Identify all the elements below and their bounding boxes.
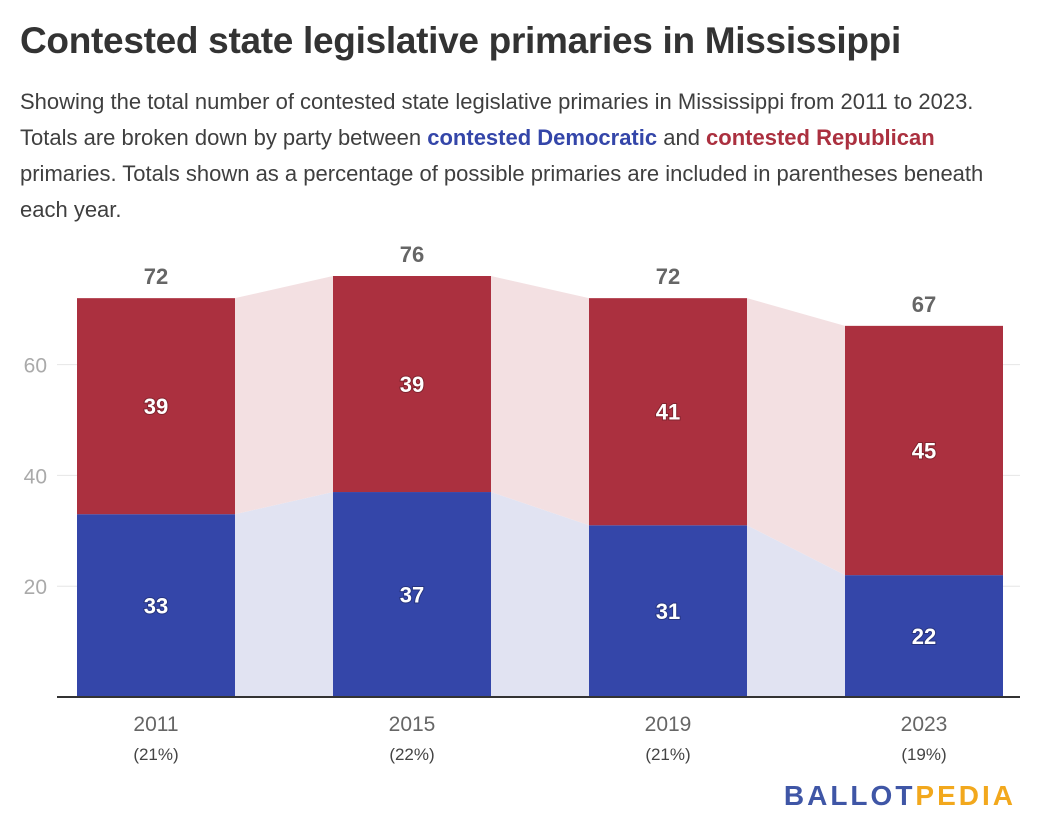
chart-title: Contested state legislative primaries in… [20, 20, 901, 61]
democratic-data-label: 33 [144, 594, 168, 619]
y-tick-label: 20 [24, 576, 47, 599]
subtitle-text-3: primaries. Totals shown as a percentage … [20, 161, 984, 222]
democratic-bar [589, 525, 747, 697]
ballotpedia-logo: BALLOTPEDIA [784, 780, 1016, 812]
republican-data-label: 45 [912, 438, 936, 463]
republican-connector-band [491, 276, 589, 526]
republican-data-label: 39 [400, 372, 424, 397]
y-tick-label: 60 [24, 355, 47, 378]
democratic-bar [333, 492, 491, 697]
democratic-data-label: 22 [912, 624, 936, 649]
chart-subtitle: Showing the total number of contested st… [20, 84, 1020, 228]
democratic-connector-band [491, 492, 589, 697]
x-tick-label: 2023 [901, 713, 948, 736]
republican-bar [589, 298, 747, 526]
x-tick-label: 2019 [645, 713, 692, 736]
label-layer: 33 39 72 2011 (21%) 37 39 76 2015 (22%) 31 41 72 2019… [57, 242, 1020, 764]
total-label: 76 [400, 242, 424, 267]
subtitle-text-1: Showing the total number of contested st… [20, 89, 974, 150]
bar-layer [77, 276, 1003, 697]
republican-bar [77, 298, 235, 515]
connector-band-layer [235, 276, 845, 697]
logo-text-pedia: PEDIA [915, 780, 1016, 811]
democratic-bar [845, 575, 1003, 697]
y-tick-label: 40 [24, 465, 47, 488]
x-tick-label: 2015 [389, 713, 436, 736]
subtitle-republican-label: contested Republican [706, 125, 935, 150]
democratic-connector-band [747, 525, 845, 697]
total-label: 72 [144, 264, 168, 289]
republican-connector-band [747, 298, 845, 576]
x-tick-sublabel: (22%) [389, 745, 434, 764]
x-tick-sublabel: (21%) [133, 745, 178, 764]
subtitle-text-2: and [657, 125, 707, 150]
democratic-bar [77, 514, 235, 697]
republican-bar [845, 325, 1003, 576]
republican-data-label: 39 [144, 394, 168, 419]
subtitle-democratic-label: contested Democratic [427, 125, 658, 150]
democratic-data-label: 37 [400, 583, 424, 608]
logo-text-ballot: BALLOT [783, 780, 916, 811]
total-label: 67 [912, 292, 936, 317]
democratic-data-label: 31 [656, 599, 680, 624]
republican-bar [333, 276, 491, 493]
x-tick-sublabel: (19%) [901, 745, 946, 764]
republican-data-label: 41 [656, 400, 680, 425]
republican-connector-band [235, 276, 333, 515]
total-label: 72 [656, 264, 680, 289]
x-tick-label: 2011 [133, 713, 178, 736]
democratic-connector-band [235, 492, 333, 697]
x-tick-sublabel: (21%) [645, 745, 690, 764]
